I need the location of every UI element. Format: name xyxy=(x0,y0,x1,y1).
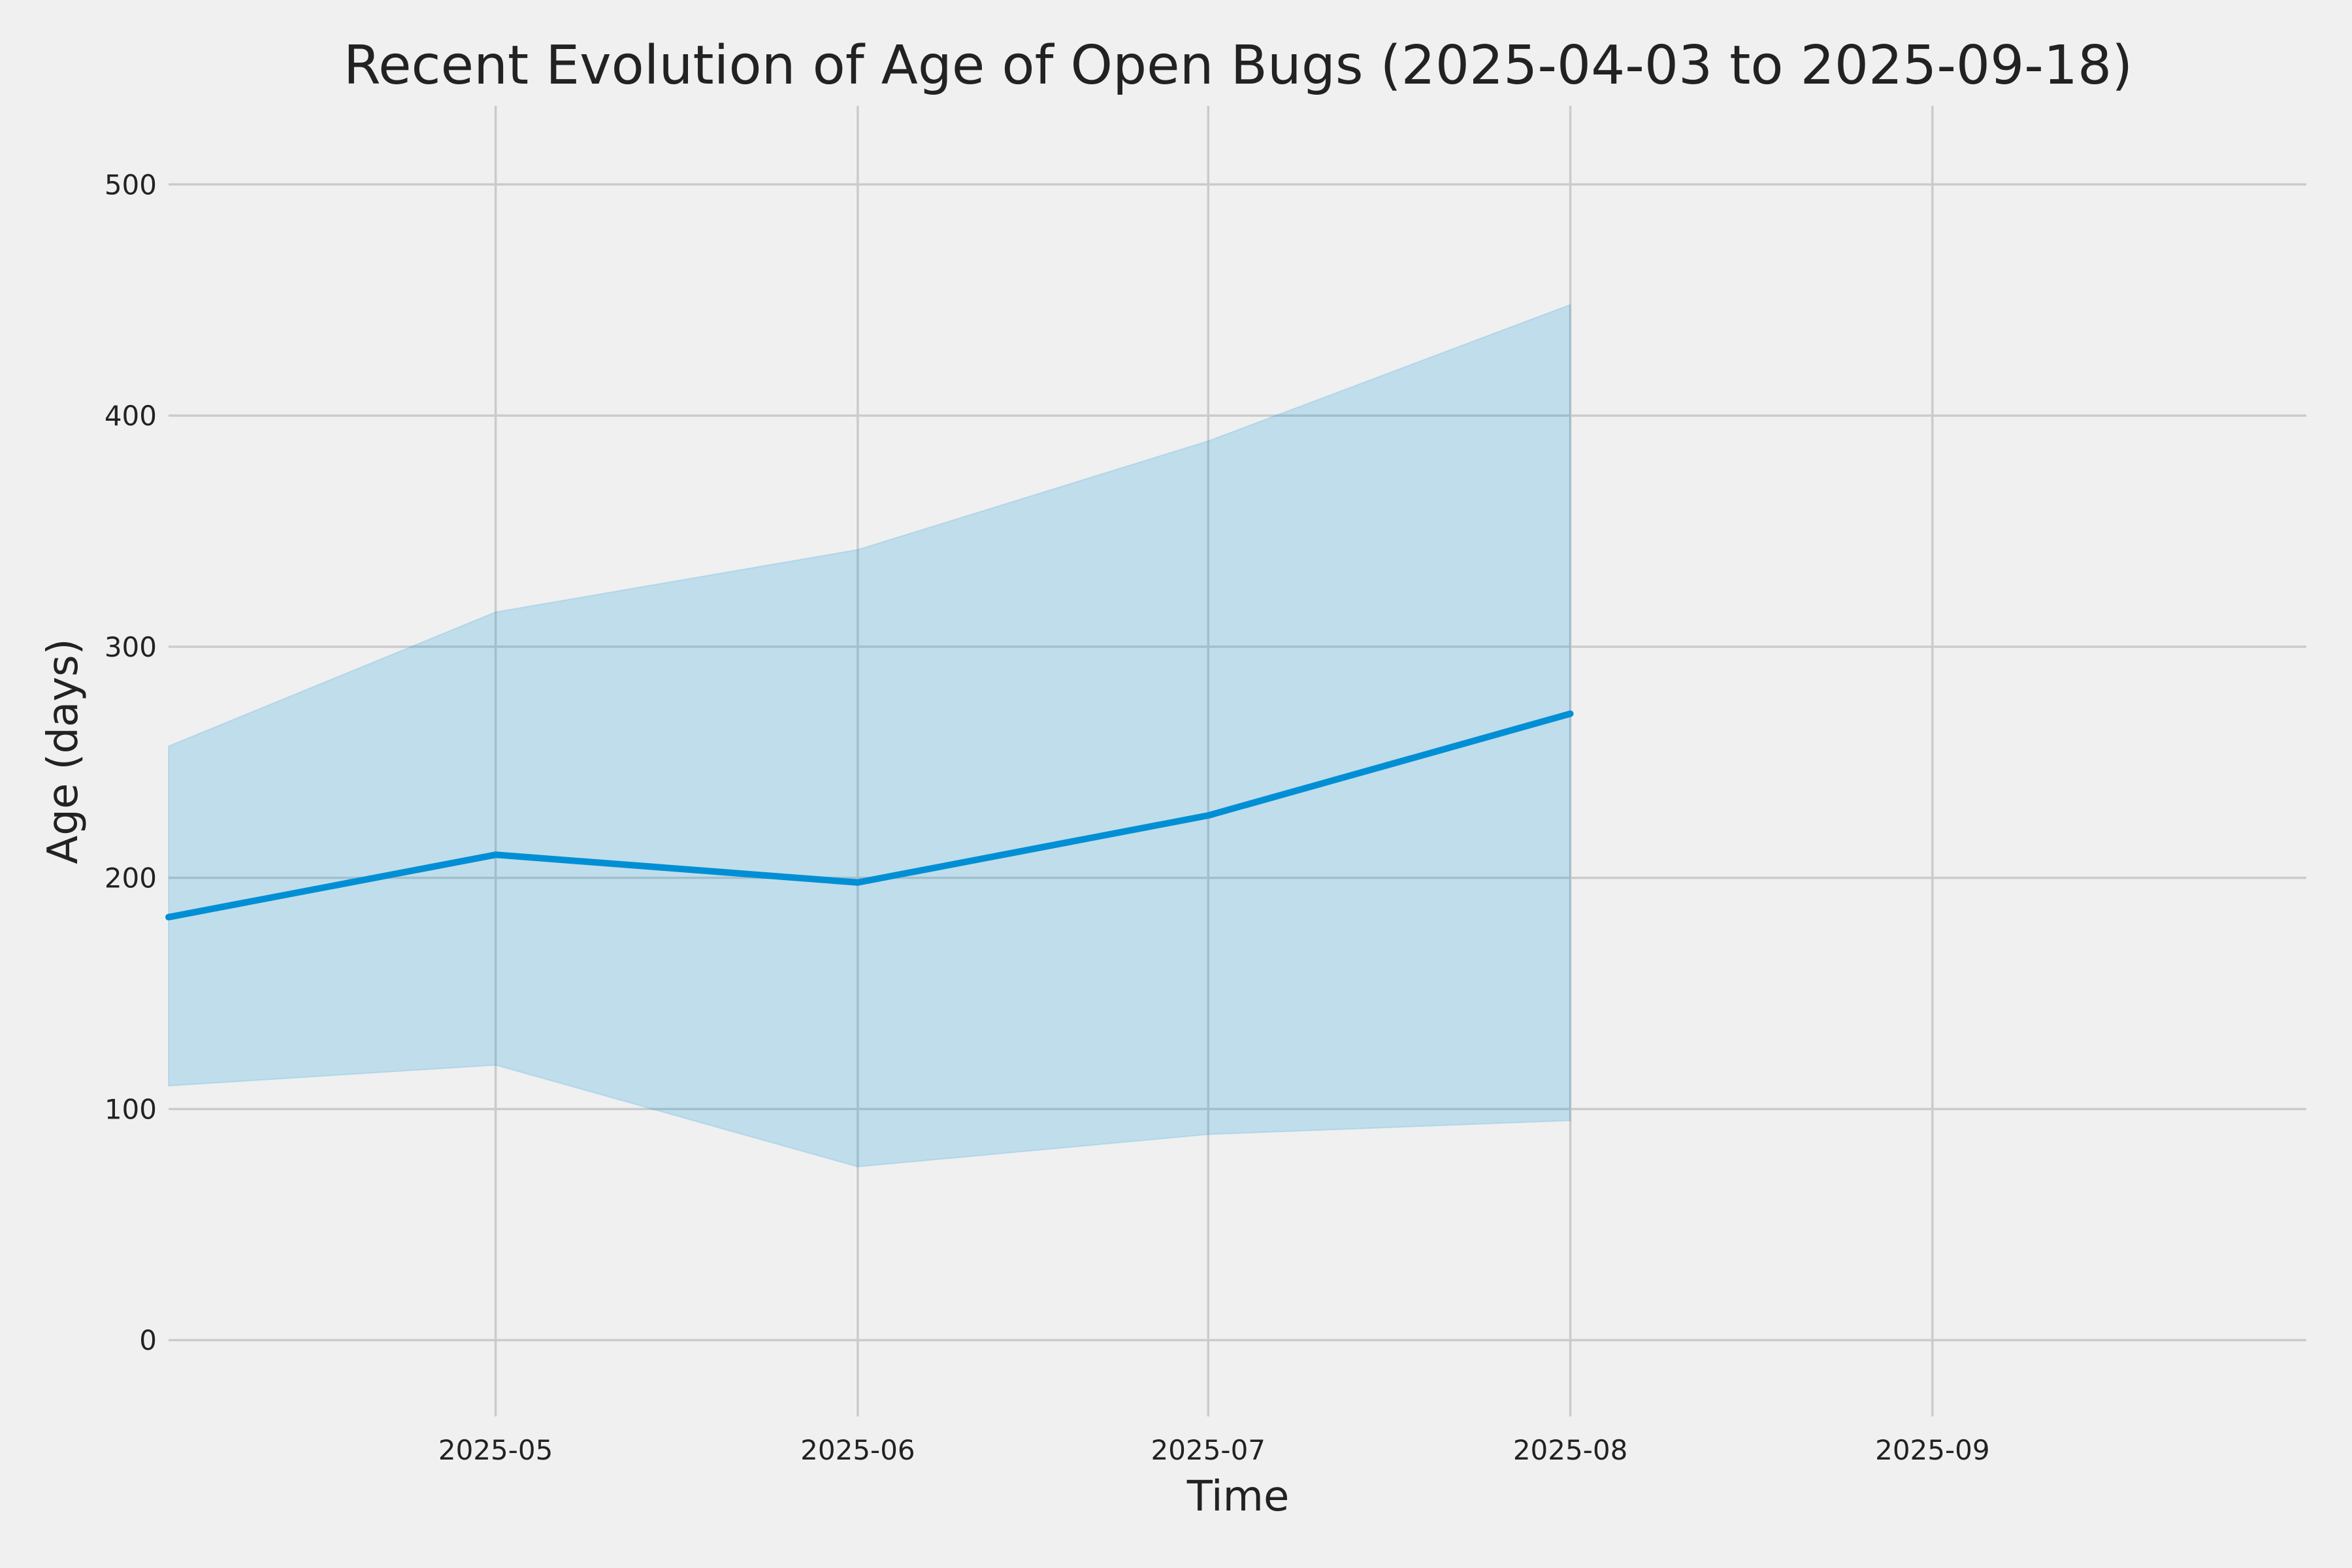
y-tick-label: 400 xyxy=(105,400,157,432)
grid xyxy=(169,106,2306,1416)
x-tick-label: 2025-06 xyxy=(800,1434,915,1466)
y-tick-label: 500 xyxy=(105,169,157,201)
x-axis-label: Time xyxy=(1186,1473,1290,1521)
x-tick-label: 2025-08 xyxy=(1513,1434,1628,1466)
chart-title: Recent Evolution of Age of Open Bugs (20… xyxy=(344,35,2132,97)
x-tick-label: 2025-05 xyxy=(438,1434,553,1466)
x-tick-label: 2025-09 xyxy=(1875,1434,1990,1466)
x-tick-label: 2025-07 xyxy=(1151,1434,1266,1466)
data-point xyxy=(854,879,861,886)
y-axis-label: Age (days) xyxy=(39,638,88,864)
y-tick-label: 200 xyxy=(105,862,157,894)
data-point xyxy=(1205,812,1212,819)
data-point xyxy=(492,851,499,858)
confidence-band-layer xyxy=(168,303,1571,1168)
y-tick-labels: 0 100 200 300 400 500 xyxy=(105,169,157,1356)
y-tick-label: 300 xyxy=(105,631,157,663)
range-band xyxy=(168,303,1571,1168)
series-line-layer xyxy=(165,710,1574,921)
data-point xyxy=(1567,710,1574,717)
y-tick-label: 100 xyxy=(105,1093,157,1125)
y-tick-label: 0 xyxy=(139,1324,157,1356)
x-tick-labels: 2025-05 2025-06 2025-07 2025-08 2025-09 xyxy=(438,1434,1990,1466)
data-point xyxy=(165,913,172,921)
